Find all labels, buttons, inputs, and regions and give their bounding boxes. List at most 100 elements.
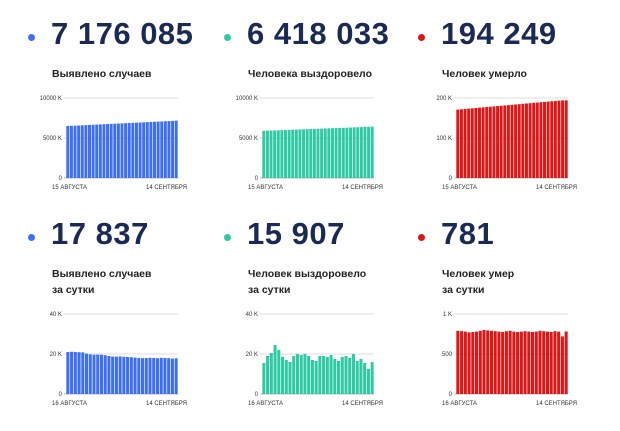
bar [84,125,88,178]
bar [363,363,367,394]
bar-chart: 0 20 K 40 K 16 АВГУСТА 14 СЕНТЯБРЯ [50,312,187,407]
bullet-dot [28,34,35,41]
stat-value: 15 907 [247,216,345,251]
bar [284,360,288,394]
x-start-label: 15 АВГУСТА [52,185,87,191]
bar [557,100,561,178]
bar [145,122,149,178]
bar [120,123,124,178]
panel-recovered-total: 6 418 033 Человека выздоровело 0 5000 K 1000… [224,16,414,212]
bar [482,330,486,394]
bar [330,128,334,178]
bar [276,130,280,178]
y-tick-label: 10000 K [236,96,258,102]
bar [553,331,557,394]
bar [355,361,359,394]
bar [156,121,160,178]
stat-label: Человека выздоровело [248,66,372,82]
bar [294,129,298,178]
bar [305,129,309,178]
x-end-label: 14 СЕНТЯБРЯ [536,185,577,191]
bar [524,103,528,178]
panel-recovered-daily: 15 907 Человек выздоровело за сутки 0 20 K 40… [224,216,414,412]
bar [85,353,89,394]
bar [508,330,512,394]
stat-value: 7 176 085 [51,16,194,51]
y-tick-label: 100 K [436,136,452,142]
bar [501,332,505,394]
bar [467,332,471,394]
bar [539,102,543,178]
bar [531,332,535,394]
bar [273,130,277,178]
bar [560,336,564,394]
bar [356,127,360,178]
bar [303,354,307,394]
bullet-dot [224,234,231,241]
x-end-label: 14 СЕНТЯБРЯ [342,185,383,191]
bar [95,124,99,178]
bar [280,130,284,178]
stat-label-line: за сутки [442,284,485,296]
bar [138,122,142,178]
stat-value: 781 [441,216,495,251]
bar [314,361,318,394]
bar [486,330,490,394]
bar [163,358,167,394]
bar [307,356,311,394]
bar [340,357,344,394]
bar [322,356,326,394]
bar [103,355,107,394]
bar [320,128,324,178]
bar [159,357,163,394]
bar [91,124,95,178]
y-tick-label: 0 [59,392,63,398]
stat-label: Выявлено случаев за сутки [52,266,151,298]
bar [152,358,156,394]
x-end-label: 14 СЕНТЯБРЯ [146,185,187,191]
bar [113,123,117,178]
bar [460,331,464,394]
bar [564,331,568,394]
panel-cases-daily: 17 837 Выявлено случаев за сутки 0 20 K 40 K 1… [28,216,218,412]
bar [485,107,489,178]
stat-label-line: Человек умерло [442,68,527,80]
y-tick-label: 20 K [50,352,62,358]
bar [92,354,96,394]
bar [366,369,370,394]
stat-value: 194 249 [441,16,557,51]
x-start-label: 16 АВГУСТА [52,401,87,407]
stat-value: 6 418 033 [247,16,390,51]
bar [277,350,281,394]
bar [352,127,356,178]
bar [517,104,521,178]
bar [126,357,130,394]
bar [327,128,331,178]
bar [167,121,171,178]
bar [325,357,329,394]
bar [534,331,538,394]
y-tick-label: 0 [255,176,259,182]
bar [174,358,178,394]
bar [506,105,510,178]
panel-cases-total: 7 176 085 Выявлено случаев 0 5000 K 10000 K 1… [28,16,218,212]
bar [133,357,137,394]
bar [114,356,118,394]
bar [148,357,152,394]
bar [96,354,100,394]
y-tick-label: 0 [449,392,453,398]
x-start-label: 15 АВГУСТА [248,185,283,191]
y-tick-label: 40 K [50,312,62,318]
bar [489,330,493,394]
bar [129,357,133,394]
bar [478,107,481,178]
bar [478,330,482,394]
bar [318,356,322,394]
bar-chart: 0 500 1 K 16 АВГУСТА 14 СЕНТЯБРЯ [442,312,577,407]
bar [504,331,508,394]
bar [543,101,546,178]
bar [488,106,492,178]
bar [337,361,341,394]
bar [111,356,115,394]
bar [171,120,175,178]
